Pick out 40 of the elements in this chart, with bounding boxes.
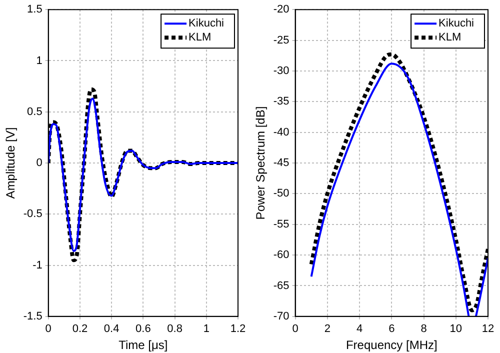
legend-label: Kikuchi <box>438 18 474 30</box>
y-tick-label: -30 <box>273 64 290 77</box>
y-tick-label: -50 <box>273 188 290 200</box>
x-axis-title: Time [μs] <box>118 338 168 352</box>
x-tick-label: 1.2 <box>230 323 246 336</box>
x-tick-label: 0.8 <box>167 323 182 336</box>
y-tick-label: -20 <box>273 4 290 16</box>
legend-label: Kikuchi <box>188 18 224 30</box>
legend-label: KLM <box>188 32 212 44</box>
x-axis-title: Frequency [MHz] <box>346 338 438 352</box>
x-tick-label: 2 <box>324 323 330 336</box>
y-tick-label: 1 <box>36 54 42 67</box>
x-tick-label: 6 <box>388 323 395 336</box>
x-tick-label: 0.6 <box>136 323 151 336</box>
y-tick-label: -1 <box>32 259 42 272</box>
y-tick-label: -25 <box>273 34 290 46</box>
y-tick-label: -45 <box>273 157 290 170</box>
y-tick-label: -65 <box>273 280 290 292</box>
x-tick-label: 0 <box>45 323 52 336</box>
x-tick-label: 10 <box>450 323 462 336</box>
y-tick-label: -40 <box>273 126 290 138</box>
y-axis-title: Power Spectrum [dB] <box>254 106 268 220</box>
y-tick-label: -35 <box>273 96 290 108</box>
y-tick-label: 1.5 <box>27 4 42 16</box>
y-tick-label: -70 <box>273 310 290 322</box>
y-tick-label: 0.5 <box>27 106 42 118</box>
x-tick-label: 1 <box>203 323 210 336</box>
y-axis-title: Amplitude [V] <box>4 127 18 199</box>
y-tick-label: -1.5 <box>23 310 42 322</box>
x-tick-label: 0 <box>292 323 298 336</box>
x-tick-label: 12 <box>482 323 494 336</box>
y-tick-label: -60 <box>273 249 290 262</box>
y-tick-label: -0.5 <box>23 208 42 220</box>
x-tick-label: 0.2 <box>72 323 88 336</box>
y-tick-label: 0 <box>36 157 42 170</box>
y-tick-label: -55 <box>273 218 290 230</box>
x-tick-label: 4 <box>356 323 363 336</box>
legend-label: KLM <box>438 32 462 44</box>
x-tick-label: 0.4 <box>104 323 120 336</box>
x-tick-label: 8 <box>420 323 427 336</box>
